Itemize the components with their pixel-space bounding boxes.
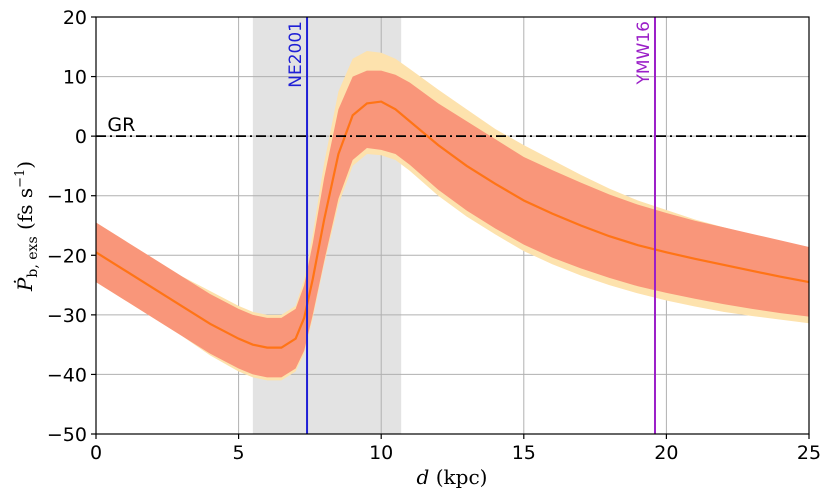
x-tick-label-2: 10 (369, 442, 393, 464)
label-layer: 0 5 10 15 20 25 −50 −40 −30 −20 −10 0 10 20 (47, 7, 821, 464)
y-tick-label-1: −40 (47, 364, 87, 386)
y-tick-label-7: 20 (63, 7, 87, 29)
vline-label-ne2001: NE2001 (286, 21, 306, 88)
x-tick-label-0: 0 (90, 442, 102, 464)
y-tick-label-3: −20 (47, 245, 87, 267)
mean-line (95, 100, 810, 349)
line-layer (95, 100, 810, 349)
svg-text:Ṗb, exs (fs s−1): Ṗb, exs (fs s−1) (13, 161, 41, 292)
y-tick-label-5: 0 (75, 126, 87, 148)
inner-uncertainty-band (96, 70, 809, 378)
y-tick-label-0: −50 (47, 424, 87, 446)
x-tick-label-4: 20 (654, 442, 678, 464)
y-tick-label-2: −30 (47, 305, 87, 327)
tick-layer (91, 16, 810, 439)
y-axis-label: Ṗb, exs (fs s−1) (13, 161, 41, 292)
x-tick-label-5: 25 (797, 442, 821, 464)
vline-label-ymw16: YMW16 (634, 21, 654, 86)
band-layer (96, 50, 809, 381)
x-axis-label: d (kpc) (417, 465, 488, 489)
reference-layer: NE2001 YMW16 GR (96, 17, 809, 434)
gr-label: GR (107, 114, 135, 136)
y-tick-label-6: 10 (63, 67, 87, 89)
y-tick-label-4: −10 (47, 186, 87, 208)
x-tick-label-1: 5 (233, 442, 245, 464)
x-tick-label-3: 15 (512, 442, 536, 464)
plot-frame (95, 16, 810, 435)
